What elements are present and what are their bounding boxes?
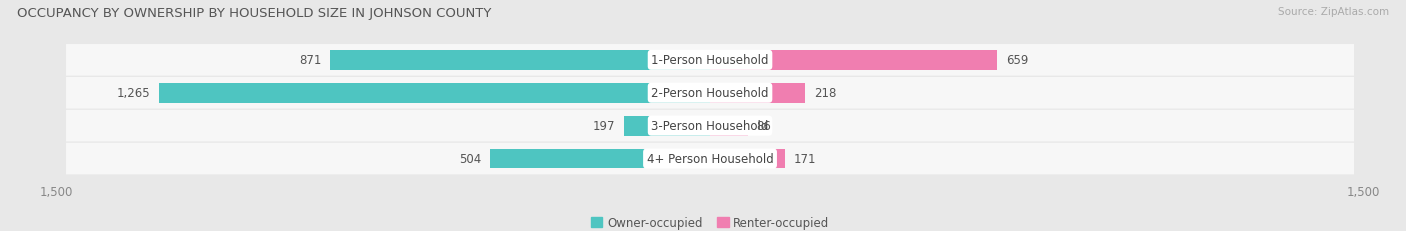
Text: 1-Person Household: 1-Person Household — [651, 54, 769, 67]
Bar — [624, 116, 710, 136]
FancyBboxPatch shape — [66, 143, 1354, 175]
Text: OCCUPANCY BY OWNERSHIP BY HOUSEHOLD SIZE IN JOHNSON COUNTY: OCCUPANCY BY OWNERSHIP BY HOUSEHOLD SIZE… — [17, 7, 491, 20]
Bar — [710, 116, 748, 136]
Text: 504: 504 — [460, 152, 482, 165]
Text: Source: ZipAtlas.com: Source: ZipAtlas.com — [1278, 7, 1389, 17]
Legend: Owner-occupied, Renter-occupied: Owner-occupied, Renter-occupied — [586, 211, 834, 231]
Text: 197: 197 — [593, 120, 616, 133]
Text: 659: 659 — [1005, 54, 1028, 67]
Text: 4+ Person Household: 4+ Person Household — [647, 152, 773, 165]
Bar — [159, 84, 710, 103]
Bar — [710, 51, 997, 70]
Text: 218: 218 — [814, 87, 837, 100]
Bar — [330, 51, 710, 70]
FancyBboxPatch shape — [66, 45, 1354, 76]
Text: 3-Person Household: 3-Person Household — [651, 120, 769, 133]
Bar — [710, 84, 806, 103]
Bar — [710, 149, 785, 169]
Text: 871: 871 — [299, 54, 322, 67]
Text: 171: 171 — [793, 152, 815, 165]
Text: 1,265: 1,265 — [117, 87, 150, 100]
FancyBboxPatch shape — [66, 78, 1354, 109]
Text: 86: 86 — [756, 120, 770, 133]
FancyBboxPatch shape — [66, 110, 1354, 142]
Bar — [491, 149, 710, 169]
Text: 2-Person Household: 2-Person Household — [651, 87, 769, 100]
